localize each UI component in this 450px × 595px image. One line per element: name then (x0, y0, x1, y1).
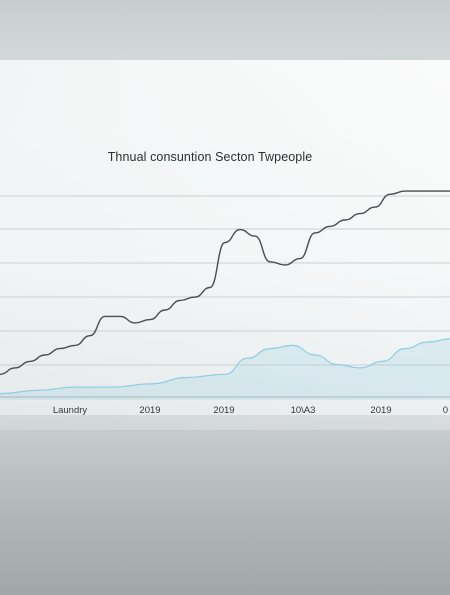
series-0-line (0, 190, 450, 375)
backdrop-light-panel (0, 60, 450, 430)
backdrop-shadow-band (0, 415, 450, 595)
x-tick-label-2: 2019 (139, 405, 160, 416)
chart-title: Thnual consuntion Secton Twpeople (107, 150, 313, 164)
x-tick-label-1: Laundry (53, 405, 88, 416)
x-tick-labels: Laundry 2019 2019 10\A3 2019 0 (53, 405, 448, 416)
series-1-area (0, 338, 450, 400)
x-tick-label-6: 0 (443, 405, 448, 416)
series-layer (0, 190, 450, 400)
x-tick-label-5: 2019 (370, 405, 391, 416)
x-tick-label-3: 2019 (213, 405, 234, 416)
x-tick-label-4: 10\A3 (291, 405, 316, 416)
gridlines (0, 195, 450, 398)
series-1-line (0, 338, 450, 395)
